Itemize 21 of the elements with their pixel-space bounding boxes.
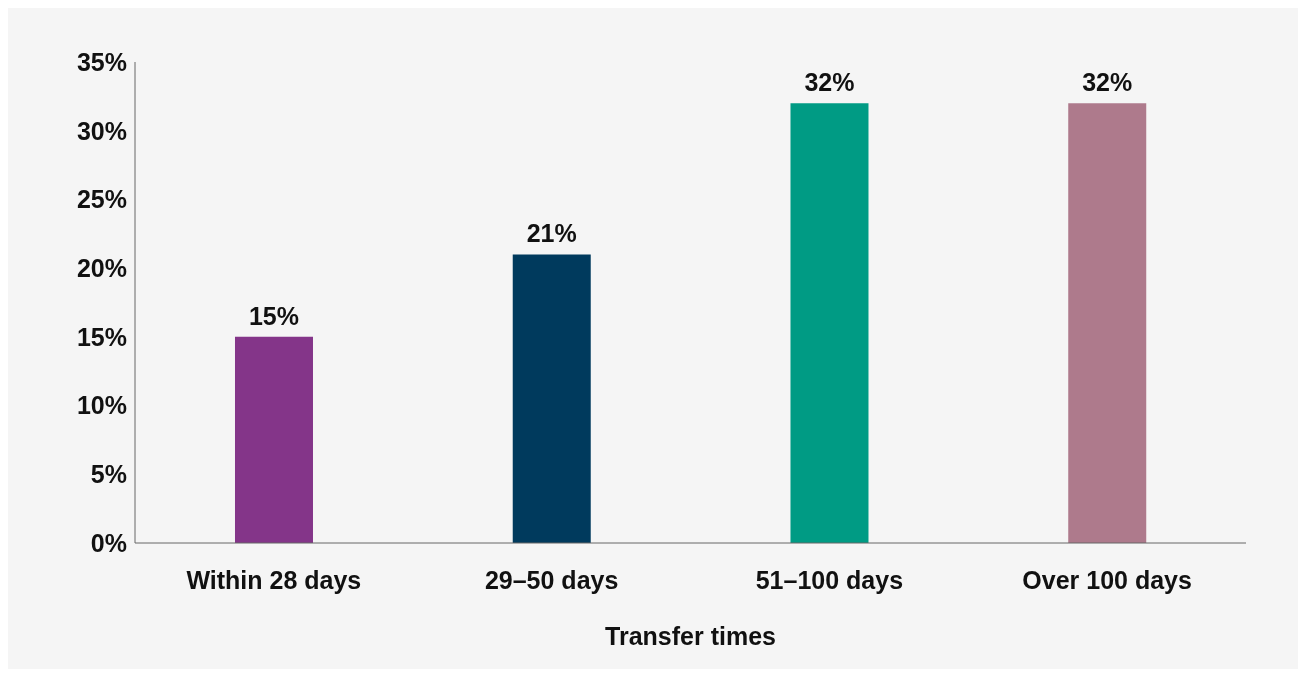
y-tick-label: 0% bbox=[90, 528, 127, 557]
bar bbox=[512, 254, 591, 543]
x-axis-title: Transfer times bbox=[605, 622, 776, 650]
y-tick-label: 30% bbox=[76, 116, 127, 145]
data-label: 21% bbox=[526, 219, 577, 248]
y-tick-label: 20% bbox=[76, 254, 127, 283]
y-tick-label: 35% bbox=[76, 47, 127, 76]
y-tick-label: 5% bbox=[90, 460, 127, 489]
y-tick-label: 25% bbox=[76, 185, 127, 214]
x-tick-label: 51–100 days bbox=[755, 565, 904, 594]
x-tick-label: Over 100 days bbox=[1022, 565, 1192, 594]
x-tick-label: 29–50 days bbox=[484, 565, 619, 594]
data-label: 15% bbox=[248, 301, 300, 330]
bar bbox=[790, 103, 869, 543]
bar bbox=[234, 336, 313, 543]
x-tick-label: Within 28 days bbox=[186, 565, 362, 594]
data-label: 32% bbox=[1082, 68, 1133, 97]
y-tick-label: 15% bbox=[76, 322, 127, 351]
data-label: 32% bbox=[804, 68, 855, 97]
bar bbox=[1068, 103, 1147, 543]
y-tick-label: 10% bbox=[76, 391, 127, 420]
